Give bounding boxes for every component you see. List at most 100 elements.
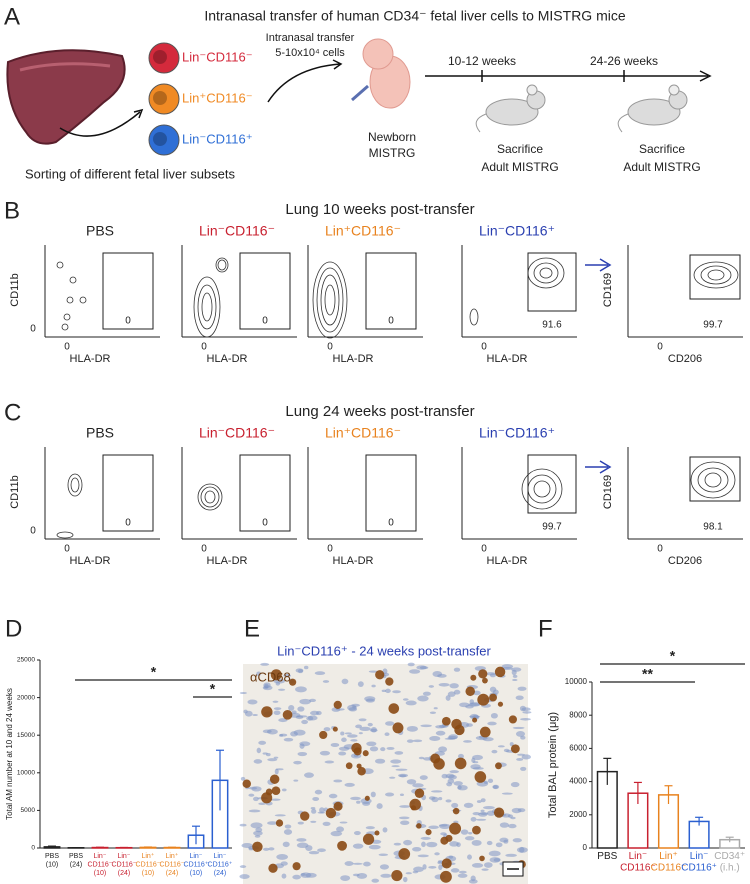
tissue <box>263 847 270 851</box>
tissue <box>434 852 440 856</box>
gate-value: 0 <box>125 316 131 327</box>
stained-cell <box>364 795 370 801</box>
tissue <box>293 760 302 765</box>
plot-title: Lin⁻CD116⁻ <box>199 425 275 441</box>
tissue <box>273 707 282 711</box>
tissue <box>393 842 402 846</box>
tissue <box>445 799 452 803</box>
stained-cell <box>510 744 520 754</box>
tissue <box>433 707 438 710</box>
tissue <box>248 786 258 790</box>
tissue <box>290 731 298 737</box>
tissue <box>273 756 279 759</box>
tissue <box>381 689 387 692</box>
x-tick-label: 0 <box>481 544 487 555</box>
cell <box>148 124 180 156</box>
x-tick-label: Lin⁻ CD116⁺ (24) <box>208 853 233 877</box>
timepoint-label: 10-12 weeks <box>448 54 516 68</box>
panel-title: Lung 10 weeks post-transfer <box>285 201 474 218</box>
tissue <box>428 796 436 800</box>
y-tick-label: 20000 <box>17 694 35 701</box>
arrow-head <box>599 258 612 272</box>
contour <box>217 259 227 271</box>
contour <box>533 262 559 284</box>
cell-nucleus <box>153 50 167 64</box>
tissue <box>240 776 246 781</box>
contour <box>204 490 216 504</box>
gate <box>527 252 577 312</box>
stained-cell <box>472 825 481 835</box>
x-tick-label: PBS (24) <box>69 853 83 869</box>
error-bar <box>603 757 612 785</box>
contour <box>707 269 725 281</box>
tissue <box>304 772 314 778</box>
cell-nucleus <box>153 132 167 146</box>
tissue <box>512 838 522 843</box>
tissue <box>463 802 474 808</box>
tissue <box>283 737 294 742</box>
tissue <box>438 797 443 801</box>
stained-cell <box>268 863 278 873</box>
contour <box>533 480 551 498</box>
tissue <box>308 851 320 855</box>
liver-illustration <box>6 49 126 145</box>
tissue <box>429 736 441 741</box>
gate <box>365 252 417 330</box>
x-axis-label: HLA-DR <box>70 555 111 567</box>
x-tick-label: Lin⁺ CD116⁻ <box>651 851 687 874</box>
tissue <box>370 791 376 798</box>
tissue <box>482 737 494 742</box>
tissue <box>421 841 426 848</box>
tissue <box>423 757 432 761</box>
stained-cell <box>385 677 394 686</box>
tissue <box>446 782 453 787</box>
stained-cell <box>497 701 504 707</box>
tissue <box>503 748 510 753</box>
tissue <box>278 718 288 723</box>
tissue <box>368 670 379 673</box>
tissue <box>369 746 379 752</box>
tissue <box>521 754 531 760</box>
stained-cell <box>495 762 502 770</box>
tissue <box>344 861 354 866</box>
contour <box>700 265 732 285</box>
mouse-illustration <box>475 113 487 133</box>
tissue <box>390 759 402 764</box>
stained-cell <box>494 666 506 678</box>
panel-letter: C <box>4 399 21 426</box>
tissue <box>519 705 526 712</box>
tissue <box>317 848 326 853</box>
arrow <box>267 63 341 103</box>
tissue <box>520 766 527 771</box>
tissue <box>475 818 487 821</box>
tissue <box>369 728 378 732</box>
tissue <box>492 785 499 789</box>
tissue <box>483 806 495 810</box>
tissue <box>480 809 485 813</box>
tissue <box>512 678 518 682</box>
tissue <box>520 717 531 721</box>
contour <box>197 483 223 511</box>
tissue <box>338 751 347 756</box>
timeline-head <box>699 70 712 82</box>
y-tick-label: 0 <box>31 845 35 852</box>
tissue <box>430 790 443 793</box>
tissue <box>432 671 443 677</box>
tissue <box>438 824 448 827</box>
stained-cell <box>345 762 353 770</box>
plot-title: PBS <box>86 223 114 239</box>
stained-cell <box>269 774 280 784</box>
subset-label: Lin⁻CD116⁺ <box>182 131 253 146</box>
contour <box>56 531 74 539</box>
tissue <box>347 704 357 711</box>
tissue <box>284 824 292 829</box>
tissue <box>517 808 526 813</box>
stained-cell <box>300 811 310 821</box>
plot-title: Lin⁺CD116⁻ <box>325 223 401 239</box>
error-bar <box>695 816 704 826</box>
contour <box>521 468 563 510</box>
tissue <box>399 805 411 808</box>
tissue <box>303 665 309 670</box>
